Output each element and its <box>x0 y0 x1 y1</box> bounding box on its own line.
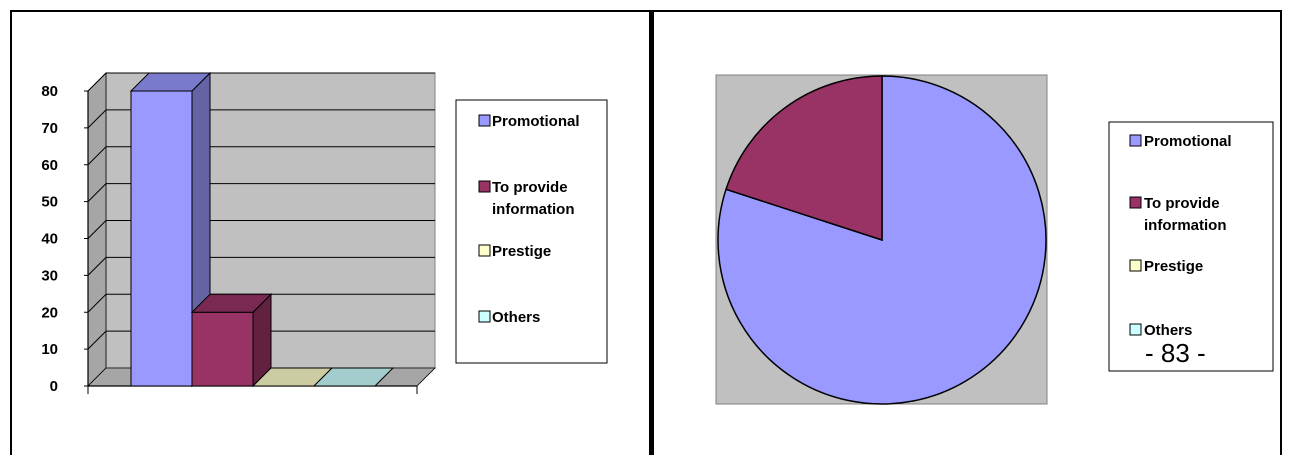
gridline <box>87 256 435 276</box>
gridline <box>87 72 435 92</box>
legend-label: information <box>492 201 575 218</box>
legend-swatch <box>1129 259 1142 272</box>
pie-slice-to-provide-information <box>725 75 883 242</box>
legend-swatch <box>1129 134 1142 147</box>
y-tick-label: 40 <box>41 231 58 248</box>
legend-label: Others <box>1144 322 1192 339</box>
legend-label: To provide <box>1144 195 1220 212</box>
pie-slice-promotional <box>717 75 1047 405</box>
legend-swatch <box>478 114 491 127</box>
bar-legend: Promotional To provide information Prestige… <box>455 99 608 364</box>
bar-top <box>190 293 273 313</box>
pie-legend: Promotional To provide information Prestige… <box>1108 121 1274 372</box>
legend-label: Promotional <box>492 113 580 130</box>
gridline <box>87 183 435 202</box>
bar-front <box>191 311 254 387</box>
page-number: - 83 - <box>1145 338 1206 368</box>
bar-top <box>312 367 395 387</box>
legend-swatch <box>1129 323 1142 336</box>
gridline <box>87 146 435 166</box>
legend-label: Others <box>492 309 540 326</box>
legend-label: information <box>1144 217 1227 234</box>
bar-top <box>129 72 212 92</box>
legend-label: Prestige <box>1144 258 1203 275</box>
legend-label: To provide <box>492 179 568 196</box>
legend-swatch <box>478 180 491 193</box>
bar-promotional <box>129 71 212 388</box>
pie-chart: Promotional To provide information Prestige… <box>715 74 1274 405</box>
y-tick-label: 0 <box>50 378 58 395</box>
bar-chart: 0 10 20 30 40 50 60 70 80 Promotional To provide in… <box>41 71 608 395</box>
bar-to-provide-information <box>190 293 273 388</box>
bar-front <box>130 90 193 387</box>
y-tick-label: 70 <box>41 120 58 137</box>
gridline <box>87 220 435 239</box>
legend-label: Prestige <box>492 243 551 260</box>
y-tick-label: 20 <box>41 304 58 321</box>
bar-others <box>312 367 395 387</box>
gridline <box>87 109 435 129</box>
y-tick-label: 50 <box>41 194 58 211</box>
y-tick-label: 30 <box>41 267 58 284</box>
gridline <box>87 330 435 350</box>
legend-label: Promotional <box>1144 133 1232 150</box>
legend-swatch <box>1129 196 1142 209</box>
y-tick-label: 80 <box>41 83 58 100</box>
gridline <box>87 293 435 313</box>
y-tick-label: 10 <box>41 341 58 358</box>
legend-swatch <box>478 310 491 323</box>
legend-swatch <box>478 244 491 257</box>
y-tick-label: 60 <box>41 157 58 174</box>
